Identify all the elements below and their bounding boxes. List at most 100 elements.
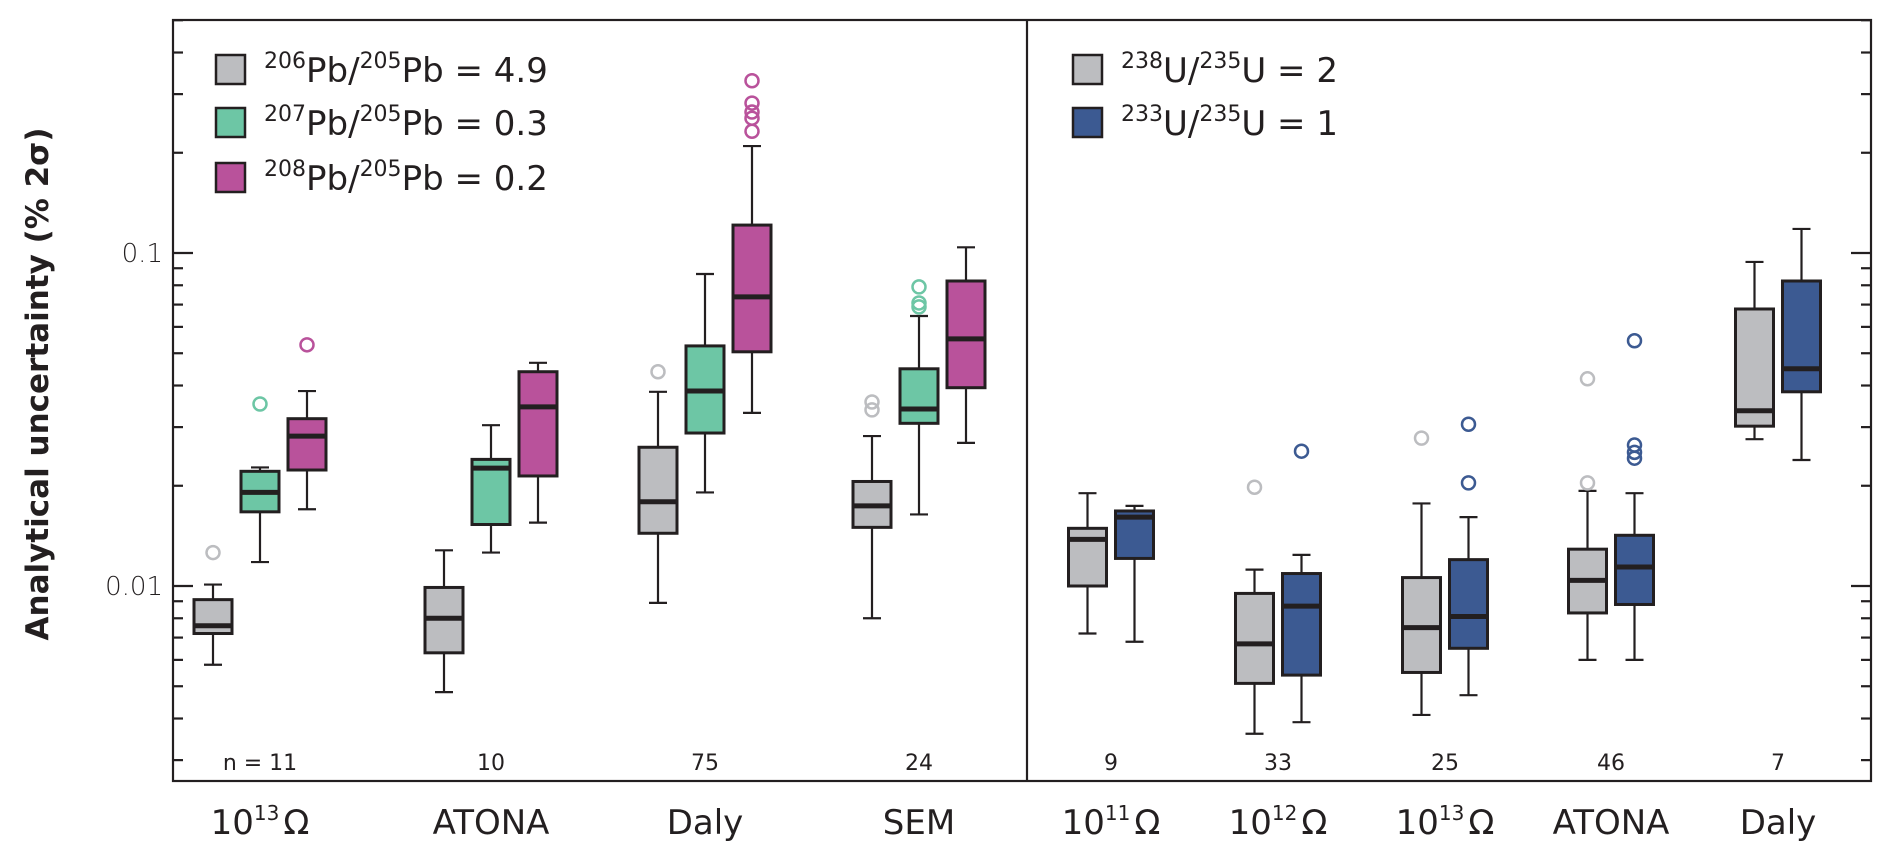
plot-frame xyxy=(171,18,1873,783)
box-iqr xyxy=(637,445,679,535)
legend-mass-number: 233 xyxy=(1121,102,1163,127)
box-iqr xyxy=(1234,591,1275,685)
category-base: SEM xyxy=(883,803,955,843)
category-base: ATONA xyxy=(1553,803,1670,843)
legend-swatch xyxy=(214,161,247,194)
box-iqr xyxy=(1281,572,1322,677)
outlier-point xyxy=(1626,444,1643,461)
x-category-label: 1012 Ω xyxy=(1229,801,1328,843)
category-base: Daly xyxy=(667,803,744,843)
legend-mass-number: 208 xyxy=(264,157,306,182)
legend-label: 207Pb/205Pb = 0.3 xyxy=(264,102,548,144)
legend-swatch xyxy=(214,53,247,86)
legend-item: 207Pb/205Pb = 0.3 xyxy=(214,102,548,144)
legend-ratio: 0.3 xyxy=(494,104,548,144)
legend-swatch xyxy=(1071,106,1104,139)
box-iqr xyxy=(1734,307,1775,428)
category-base: Daly xyxy=(1740,803,1817,843)
outlier-point xyxy=(864,402,880,418)
legend-item: 206Pb/205Pb = 4.9 xyxy=(214,49,548,91)
legend-slash: / xyxy=(348,159,360,199)
box-group-U-3 xyxy=(1567,333,1655,661)
category-unit: Ω xyxy=(283,803,309,843)
outlier-point xyxy=(744,95,760,111)
legend-ratio: 4.9 xyxy=(494,51,548,91)
legend-slash: / xyxy=(1188,51,1200,91)
box-group-Pb-0 xyxy=(192,337,328,666)
outlier-point xyxy=(1626,437,1643,453)
category-base: 10 xyxy=(1396,803,1439,843)
legend-element: Pb xyxy=(402,51,444,91)
box-group-U-1 xyxy=(1234,443,1322,735)
sample-count-label: 33 xyxy=(1264,751,1292,776)
legend-mass-number: 207 xyxy=(264,102,306,127)
plot-border xyxy=(171,18,1873,783)
box-iqr xyxy=(898,367,940,425)
legend-mass-number: 205 xyxy=(360,102,402,127)
box-iqr xyxy=(731,223,773,354)
sample-count-label: 24 xyxy=(905,751,933,776)
outlier-point xyxy=(744,104,760,120)
legend-mass-number: 205 xyxy=(360,49,402,74)
legend-equals: = xyxy=(1266,51,1316,91)
outlier-point xyxy=(1460,475,1477,491)
box-iqr xyxy=(1781,279,1822,394)
box-group-U-2 xyxy=(1401,416,1489,717)
outlier-point xyxy=(744,110,760,126)
legend-element: Pb xyxy=(306,159,348,199)
sample-count-label: 7 xyxy=(1771,751,1785,776)
x-category-label: 1011 Ω xyxy=(1062,801,1161,843)
category-unit: Ω xyxy=(1134,803,1160,843)
outlier-point xyxy=(1246,479,1263,495)
legend-mass-number: 235 xyxy=(1199,102,1241,127)
x-category-label: SEM xyxy=(883,803,955,843)
sample-count-label: 46 xyxy=(1597,751,1625,776)
category-base: 10 xyxy=(1229,803,1272,843)
legend-label: 233U/235U = 1 xyxy=(1121,102,1338,144)
outlier-point xyxy=(1413,430,1430,446)
legend-swatch xyxy=(214,106,247,139)
legend-mass-number: 206 xyxy=(264,49,306,74)
category-base: 10 xyxy=(1062,803,1105,843)
outlier-point xyxy=(744,73,760,89)
x-category-label: ATONA xyxy=(1553,803,1670,843)
outlier-point xyxy=(252,396,268,412)
x-category-label: 1013 Ω xyxy=(1396,801,1495,843)
category-base: ATONA xyxy=(433,803,550,843)
outlier-point xyxy=(911,295,927,311)
outlier-point xyxy=(1579,371,1596,387)
category-exponent: 11 xyxy=(1105,801,1130,825)
category-exponent: 13 xyxy=(1439,801,1464,825)
outlier-point xyxy=(744,123,760,140)
legend-equals: = xyxy=(444,159,494,199)
outlier-point xyxy=(1293,443,1310,459)
box-iqr xyxy=(1401,576,1442,674)
legend-mass-number: 238 xyxy=(1121,49,1163,74)
legend-label: 238U/235U = 2 xyxy=(1121,49,1338,91)
sample-count-label: n = 11 xyxy=(223,751,297,776)
boxes xyxy=(192,73,1822,735)
sample-count-label: 10 xyxy=(477,751,505,776)
legend-slash: / xyxy=(1188,104,1200,144)
x-category-label: ATONA xyxy=(433,803,550,843)
category-exponent: 12 xyxy=(1272,801,1297,825)
category-exponent: 13 xyxy=(254,801,279,825)
legend-element: Pb xyxy=(306,51,348,91)
x-category-label: Daly xyxy=(1740,803,1817,843)
box-group-Pb-2 xyxy=(637,73,773,604)
box-group-U-0 xyxy=(1067,492,1155,643)
outlier-point xyxy=(911,279,927,295)
legend-equals: = xyxy=(1266,104,1316,144)
outlier-point xyxy=(650,363,666,380)
x-category-label: 1013 Ω xyxy=(211,801,310,843)
box-iqr xyxy=(517,370,559,478)
y-tick-label: 0.01 xyxy=(105,572,163,602)
legend-item: 208Pb/205Pb = 0.2 xyxy=(214,157,548,199)
box-group-Pb-3 xyxy=(851,246,987,620)
category-base: 10 xyxy=(211,803,254,843)
legend-item: 233U/235U = 1 xyxy=(1071,102,1338,144)
legend-ratio: 2 xyxy=(1316,51,1338,91)
